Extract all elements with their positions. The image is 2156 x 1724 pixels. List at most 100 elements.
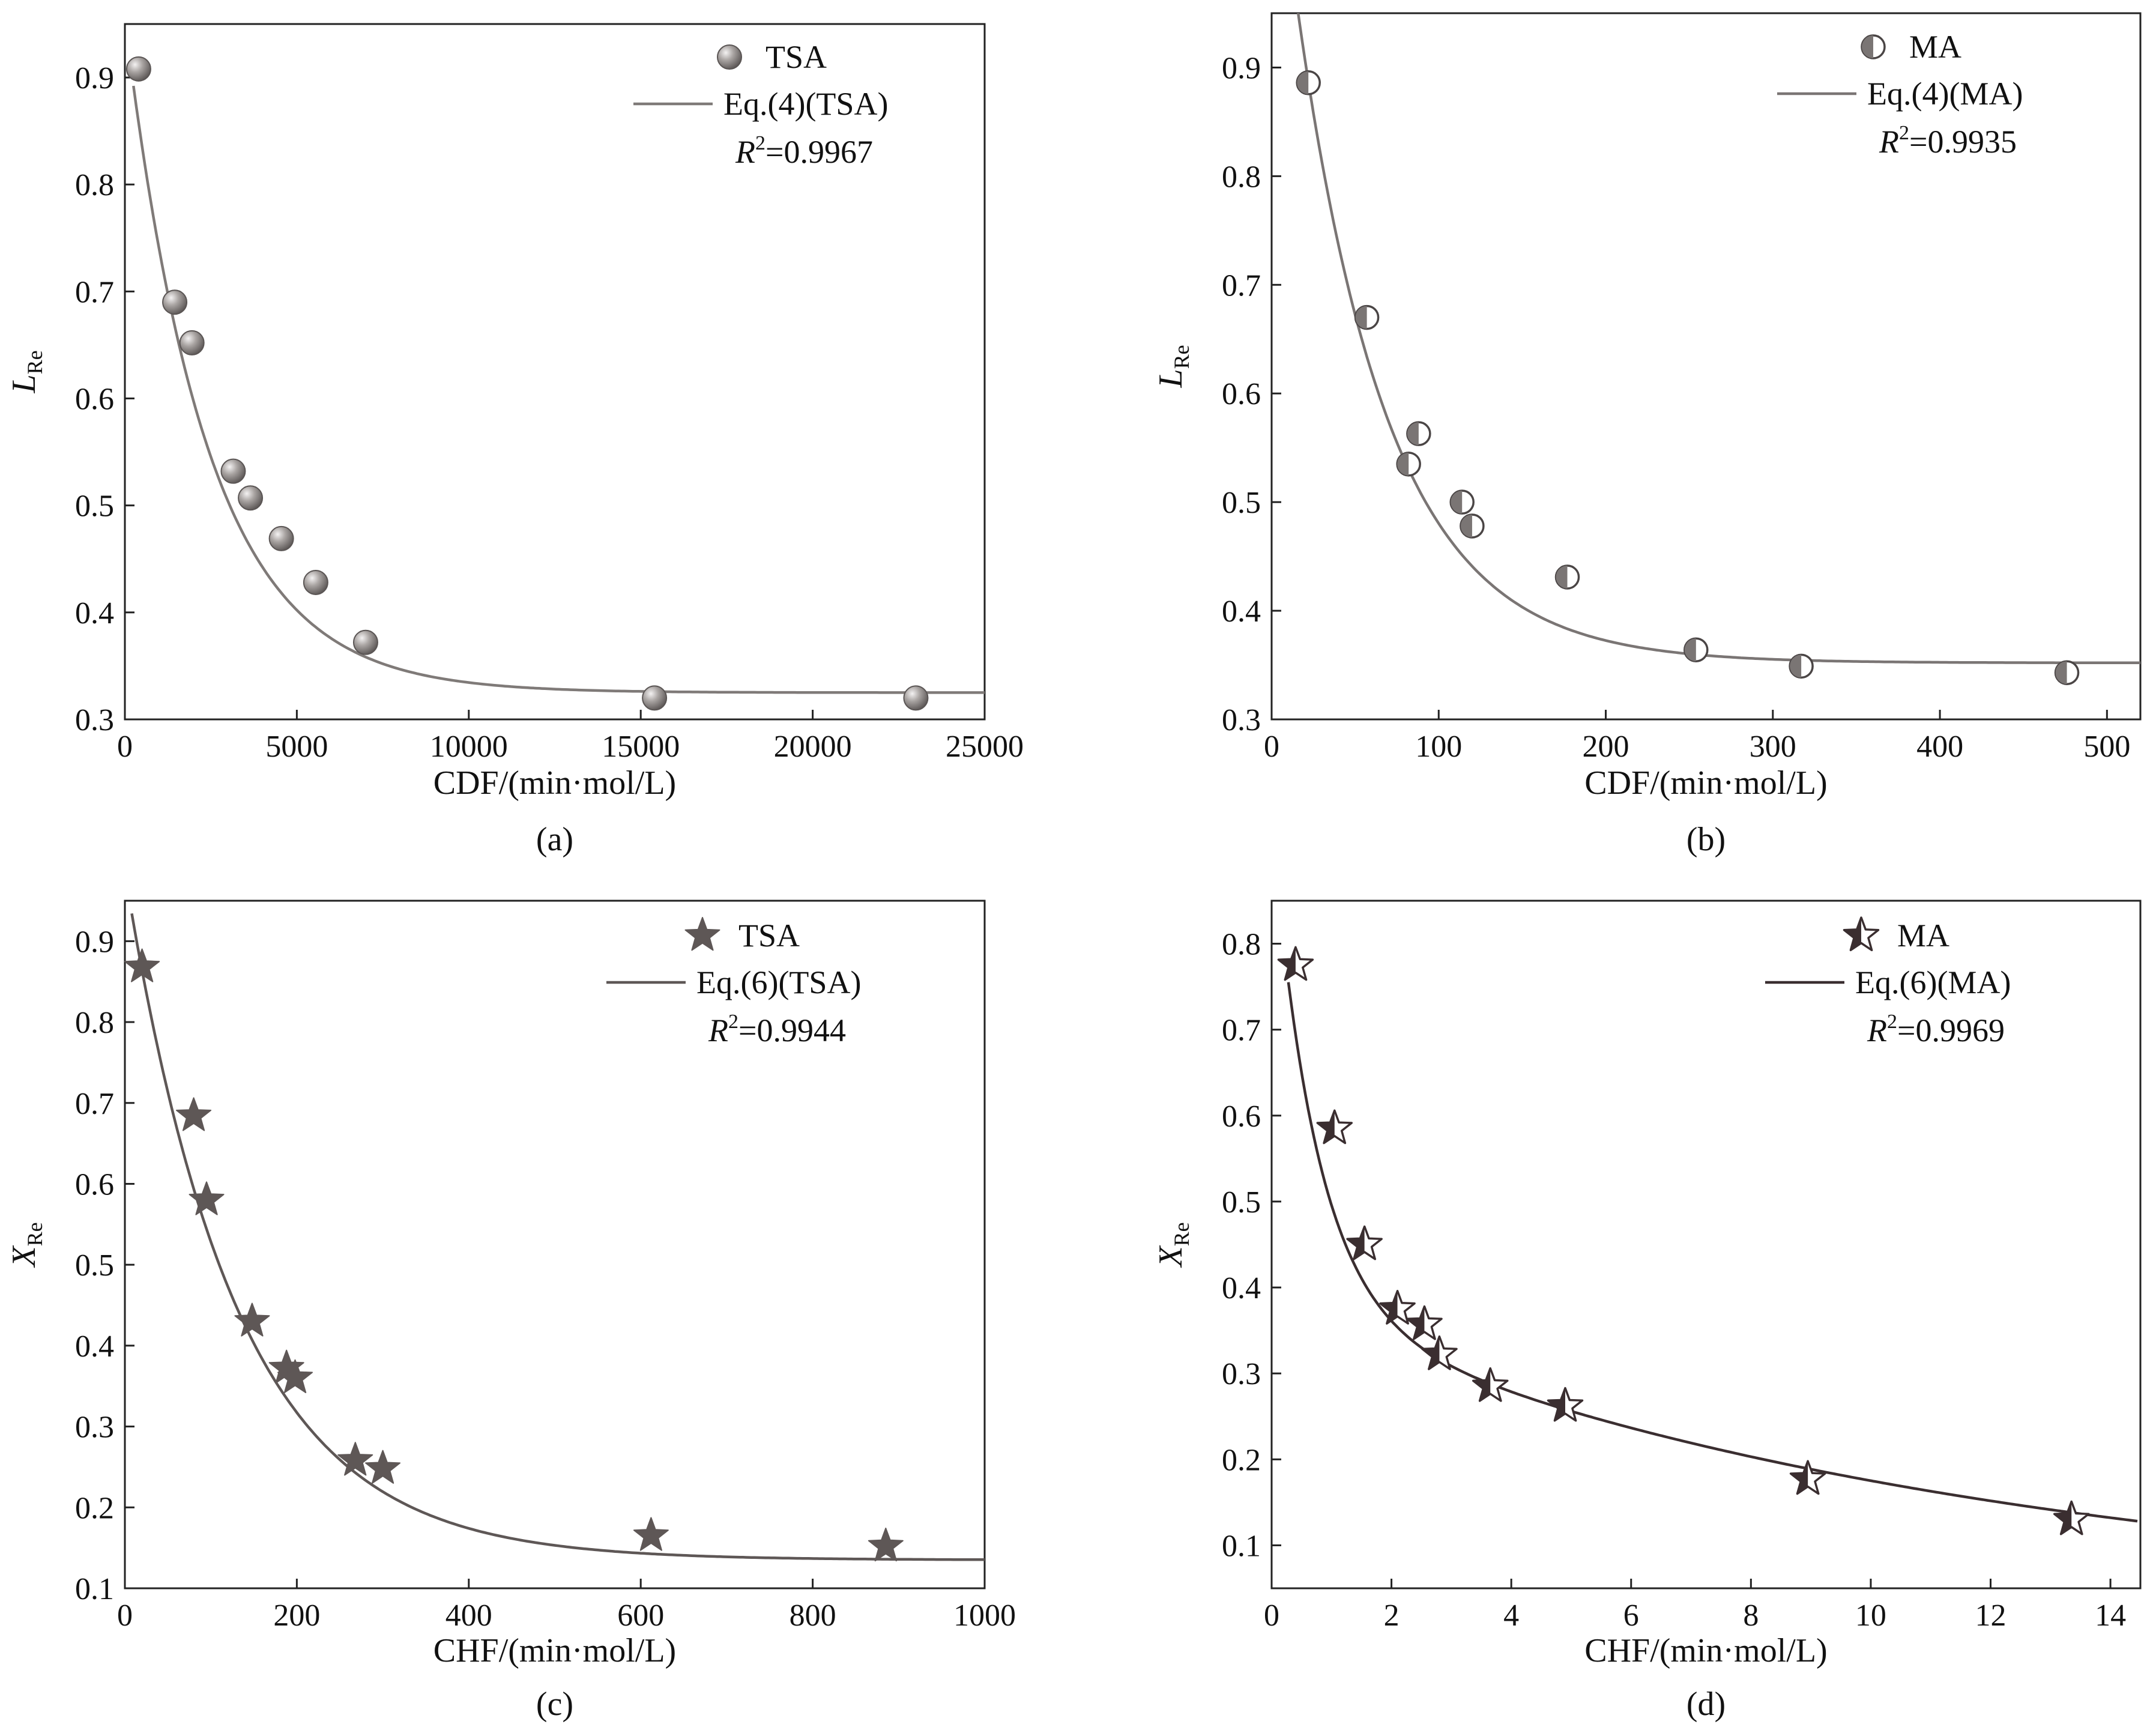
y-tick-label: 0.1 [75,1572,114,1606]
data-point [1789,653,1814,679]
legend-r2-superscript: 2 [1887,1011,1897,1033]
y-tick-label: 0.4 [1222,594,1261,629]
panel-c: 0 200 400 600 800 1000 0.1 0.2 0.3 0.4 0.5 0.6 0.7 0.… [5,900,1016,1723]
data-point [268,525,294,551]
legend-line-label: Eq.(6)(MA) [1855,964,2011,1000]
data-point [2054,660,2080,685]
legend-marker-shape [717,44,742,70]
x-tick-label: 14 [2095,1598,2126,1633]
data-point-shape [365,1450,401,1484]
panel-label: (c) [536,1686,573,1723]
x-tick-label: 5000 [265,730,328,764]
data-point [365,1450,401,1484]
y-tick-label: 0.2 [75,1491,114,1525]
y-tick-label: 0.4 [75,596,114,631]
legend-marker [1861,34,1886,59]
plot-frame [1270,900,2142,1589]
y-tick-label: 0.3 [75,703,114,737]
y-axis-subscript: Re [23,1222,47,1246]
y-tick-label: 0.6 [1222,1099,1261,1134]
y-tick-label: 0.7 [1222,268,1261,303]
panel-b: 0 100 200 300 400 500 0.3 0.4 0.5 0.6 0.7 0.8 0.9 CDF… [1152,12,2142,858]
legend: TSA Eq.(4)(TSA) R2=0.9967 [633,39,888,170]
data-point [1316,1109,1353,1145]
legend-r2: R2=0.9967 [735,132,873,170]
data-point-shape [868,1528,904,1562]
data-point [1472,1367,1509,1402]
panel-label: (d) [1686,1686,1726,1723]
y-tick-label: 0.5 [1222,486,1261,520]
legend-r2-superscript: 2 [1899,122,1909,144]
x-tick-label: 0 [117,730,133,764]
data-point-fill [1297,71,1309,94]
data-point-fill [1790,1461,1808,1494]
legend-marker [684,917,720,951]
data-point-fill [1422,1336,1440,1369]
data-point-fill [1380,1290,1398,1324]
data-point [1296,70,1321,95]
x-tick-label: 800 [790,1598,836,1633]
x-tick-label: 1000 [953,1598,1016,1633]
panel-a: 0 5000 10000 15000 20000 25000 0.3 0.4 0.5 0.6 0.7… [5,23,1024,858]
x-tick-label: 300 [1750,730,1796,764]
plot-frame [124,23,986,721]
x-axis-title: CDF/(min·mol/L) [433,764,676,802]
legend-r2: R2=0.9944 [708,1011,846,1048]
x-axis-title: CHF/(min·mol/L) [1584,1632,1827,1669]
data-point-fill [1684,638,1696,662]
data-point-fill [2054,1501,2072,1534]
data-point-fill [1548,1388,1565,1421]
data-point-shape [179,330,205,355]
legend-line-label: Eq.(6)(TSA) [696,964,861,1000]
legend-marker-shape [684,917,720,951]
legend-r2-value: =0.9944 [738,1012,846,1048]
plot-frame [124,900,986,1589]
data-point [1449,489,1475,515]
fit-curve [1287,982,2138,1523]
y-axis-title: XRe [1152,1222,1194,1268]
y-tick-label: 0.9 [75,925,114,959]
data-point [125,56,151,82]
data-point [1354,304,1380,330]
x-tick-label: 400 [1916,730,1963,764]
x-axis-title: CDF/(min·mol/L) [1584,764,1827,802]
y-tick-label: 0.6 [1222,377,1261,411]
x-tick-label: 0 [117,1598,133,1633]
data-point-shape [238,485,264,511]
x-tick-label: 200 [1583,730,1629,764]
legend: MA Eq.(6)(MA) R2=0.9969 [1765,916,2011,1048]
x-tick-label: 200 [273,1598,320,1633]
data-point [124,948,160,982]
data-point [868,1528,904,1562]
x-tick-label: 10000 [430,730,508,764]
y-tick-label: 0.1 [1222,1529,1261,1563]
y-axis-symbol: X [5,1245,43,1268]
x-tick-label: 400 [445,1598,492,1633]
data-point [189,1181,225,1215]
data-point-shape [633,1517,669,1551]
data-point [1396,452,1421,477]
data-point [238,485,264,511]
legend-r2-symbol: R [1867,1012,1887,1048]
data-point [1547,1387,1584,1422]
data-point [277,1359,313,1393]
data-point [303,569,328,595]
y-tick-label: 0.8 [75,1006,114,1040]
legend-marker [717,44,742,70]
fit-curve [1296,13,2140,665]
legend-marker-fill [1844,918,1861,951]
data-point-shape [303,569,328,595]
legend-r2: R2=0.9969 [1867,1011,2005,1048]
legend-r2-value: =0.9935 [1909,124,2017,160]
legend-marker-label: TSA [765,39,827,75]
y-tick-label: 0.3 [75,1411,114,1445]
data-point [1789,1460,1826,1495]
data-point [1406,1305,1443,1340]
legend-marker-label: TSA [738,918,800,954]
data-point [1277,946,1314,981]
y-tick-label: 0.6 [75,383,114,417]
legend: TSA Eq.(6)(TSA) R2=0.9944 [606,917,861,1048]
fit-curve [130,913,985,1561]
data-point-fill [1317,1110,1335,1143]
